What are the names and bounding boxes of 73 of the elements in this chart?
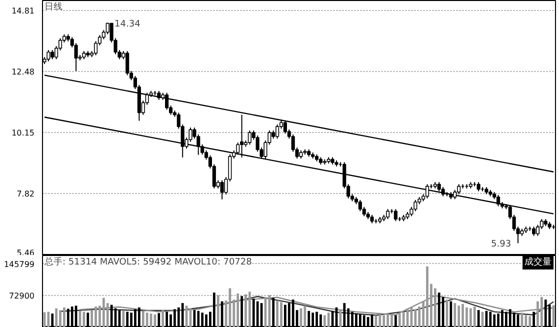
bar xyxy=(454,303,456,327)
y-tick-label: 14.81 xyxy=(12,6,35,16)
candlestick xyxy=(220,180,224,200)
candlestick xyxy=(453,189,457,200)
candlestick xyxy=(283,120,287,134)
bar xyxy=(55,308,58,327)
candlestick xyxy=(386,208,390,220)
bar xyxy=(122,310,125,327)
bar xyxy=(458,306,460,327)
candlestick xyxy=(46,50,50,62)
bar xyxy=(276,300,278,327)
candlestick xyxy=(248,130,252,146)
y-tick-label: 145799 xyxy=(4,260,35,269)
bar xyxy=(466,307,468,327)
bar xyxy=(102,298,105,327)
chart-title: 日线 xyxy=(44,2,62,12)
annotation: 5.93 xyxy=(491,240,512,250)
bar xyxy=(59,310,62,327)
chart-title: 总手: 51314 MAVOL5: 59492 MAVOL10: 70728 xyxy=(44,256,252,268)
bar xyxy=(142,310,144,327)
candlestick xyxy=(50,50,54,60)
y-tick-label: 10.15 xyxy=(12,128,35,138)
bar xyxy=(323,315,326,327)
candlestick xyxy=(394,208,398,222)
candlestick xyxy=(441,186,445,197)
candlestick xyxy=(540,218,544,230)
bar xyxy=(268,295,271,327)
candlestick xyxy=(425,184,430,199)
bar xyxy=(94,306,97,327)
bar xyxy=(146,312,148,327)
candlestick xyxy=(276,124,280,140)
bar xyxy=(462,304,464,327)
y-tick-label: 7.82 xyxy=(16,190,34,199)
bar xyxy=(398,314,401,327)
y-tick-label: 12.48 xyxy=(12,68,35,77)
bar xyxy=(327,312,330,327)
bar xyxy=(524,315,528,327)
candlestick xyxy=(74,42,78,72)
candlestick xyxy=(236,142,240,156)
y-tick-label: 72900 xyxy=(9,292,35,301)
candlestick xyxy=(126,50,130,76)
bar xyxy=(434,288,436,327)
bar xyxy=(304,306,306,327)
bar xyxy=(390,314,393,327)
annotation: 成交量 xyxy=(524,256,552,268)
bar xyxy=(90,310,94,327)
bar xyxy=(469,308,472,327)
candlestick xyxy=(165,92,169,110)
bar xyxy=(47,312,50,327)
bar xyxy=(244,294,247,327)
bar xyxy=(473,306,476,327)
candlestick xyxy=(457,184,461,195)
annotation: 14.34 xyxy=(114,19,141,30)
candlestick xyxy=(358,199,362,212)
bar xyxy=(536,301,539,327)
candlestick xyxy=(414,199,418,212)
bar xyxy=(236,293,240,327)
bar xyxy=(386,314,389,327)
candlestick xyxy=(496,194,500,207)
bar xyxy=(280,302,282,327)
candlestick xyxy=(532,226,536,236)
bar xyxy=(63,307,66,327)
candlestick xyxy=(476,182,480,192)
bar xyxy=(216,295,220,327)
bar xyxy=(402,312,405,327)
bar xyxy=(426,266,428,327)
bar xyxy=(540,296,543,327)
bar xyxy=(378,314,382,327)
bar xyxy=(162,310,164,327)
bar xyxy=(528,316,532,327)
bar xyxy=(248,292,251,327)
bar xyxy=(382,315,386,327)
bar xyxy=(414,309,417,327)
